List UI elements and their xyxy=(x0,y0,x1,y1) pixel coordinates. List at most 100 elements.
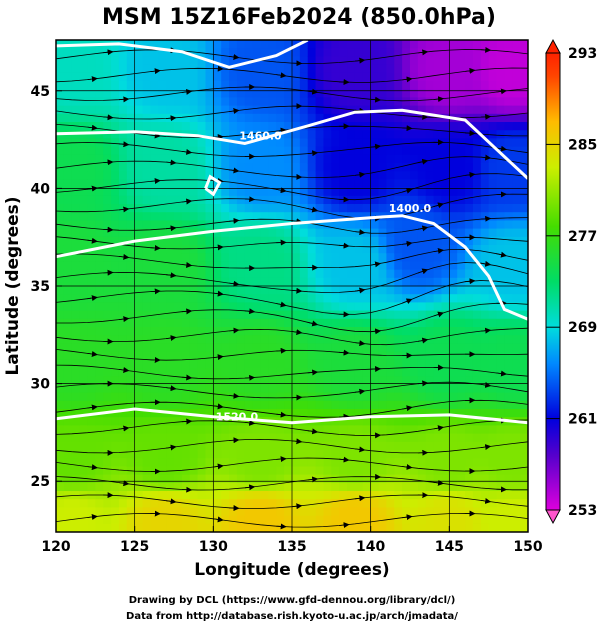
heat-cell xyxy=(189,179,199,189)
heat-cell xyxy=(158,441,167,451)
heat-cell xyxy=(323,450,332,459)
heat-cell xyxy=(480,433,490,443)
heat-cell xyxy=(118,450,128,459)
heat-cell xyxy=(252,204,262,213)
heat-cell xyxy=(402,204,411,213)
heat-cell xyxy=(465,368,474,377)
heat-cell xyxy=(394,294,403,303)
heat-cell xyxy=(236,64,246,74)
heat-cell xyxy=(410,204,419,213)
heat-cell xyxy=(339,441,348,451)
heat-cell xyxy=(480,48,490,57)
heat-cell xyxy=(166,236,175,246)
heat-cell xyxy=(244,515,254,525)
heat-cell xyxy=(236,318,246,328)
heat-cell xyxy=(244,163,254,172)
heat-cell xyxy=(158,97,167,107)
heat-cell xyxy=(126,294,136,303)
heat-cell xyxy=(292,138,301,148)
heat-cell xyxy=(213,97,222,107)
heat-cell xyxy=(378,220,387,230)
heat-cell xyxy=(205,154,214,164)
heat-cell xyxy=(142,409,151,418)
heat-cell xyxy=(520,269,528,279)
heat-cell xyxy=(410,515,419,525)
heat-cell xyxy=(260,458,269,467)
wind-arrow xyxy=(87,76,98,83)
heat-cell xyxy=(56,482,65,492)
heat-cell xyxy=(488,138,498,148)
heat-cell xyxy=(292,179,301,189)
heat-cell xyxy=(213,187,222,197)
heat-cell xyxy=(347,40,356,49)
heat-cell xyxy=(134,138,144,148)
heat-cell xyxy=(292,392,301,402)
heat-cell xyxy=(142,81,151,90)
heat-cell xyxy=(449,163,458,172)
heat-cell xyxy=(118,89,128,98)
heat-cell xyxy=(118,105,128,115)
heat-cell xyxy=(339,146,348,156)
heat-cell xyxy=(323,81,332,90)
heat-cell xyxy=(433,146,443,156)
heat-cell xyxy=(134,523,144,532)
heat-cell xyxy=(268,236,277,246)
heat-cell xyxy=(496,286,505,295)
heat-cell xyxy=(63,368,73,377)
heat-cell xyxy=(331,64,340,74)
heat-cell xyxy=(362,138,372,148)
heat-cell xyxy=(181,146,191,156)
heat-cell xyxy=(229,368,238,377)
heat-cell xyxy=(118,351,128,361)
heat-cell xyxy=(299,171,309,180)
heat-cell xyxy=(268,376,277,385)
heat-cell xyxy=(213,474,222,484)
heat-cell xyxy=(205,384,214,394)
heat-cell xyxy=(181,253,191,262)
heat-cell xyxy=(71,351,81,361)
heat-cell xyxy=(284,146,293,156)
heat-cell xyxy=(158,179,167,189)
heat-cell xyxy=(465,204,474,213)
heat-cell xyxy=(315,245,325,254)
heat-cell xyxy=(111,64,120,74)
heat-cell xyxy=(166,179,175,189)
heat-cell xyxy=(189,64,199,74)
heat-cell xyxy=(252,425,262,435)
heat-cell xyxy=(95,220,104,230)
heat-cell xyxy=(126,277,136,287)
heat-cell xyxy=(339,154,348,164)
heat-cell xyxy=(276,376,285,385)
heat-cell xyxy=(284,171,293,180)
heat-cell xyxy=(103,187,112,197)
heat-cell xyxy=(339,482,348,492)
wind-arrow xyxy=(229,505,240,512)
heat-cell xyxy=(276,368,285,377)
heat-cell xyxy=(370,72,380,82)
heat-cell xyxy=(244,64,254,74)
heat-cell xyxy=(323,376,332,385)
heat-cell xyxy=(111,499,120,508)
heat-cell xyxy=(118,228,128,238)
heat-cell xyxy=(512,515,521,525)
heat-cell xyxy=(244,40,254,49)
heat-cell xyxy=(63,400,73,410)
heat-cell xyxy=(307,171,317,180)
heat-cell xyxy=(71,228,81,238)
heat-cell xyxy=(457,195,466,205)
heat-cell xyxy=(299,474,309,484)
heat-cell xyxy=(323,368,332,377)
heat-cell xyxy=(95,400,104,410)
heat-cell xyxy=(488,245,498,254)
heat-cell xyxy=(488,113,498,123)
heat-cell xyxy=(158,212,167,221)
heat-cell xyxy=(229,433,238,443)
heat-cell xyxy=(79,179,89,189)
heat-cell xyxy=(433,72,443,82)
heat-cell xyxy=(268,368,277,377)
heat-cell xyxy=(410,228,419,238)
heat-cell xyxy=(307,245,317,254)
heat-cell xyxy=(339,277,348,287)
heat-cell xyxy=(95,269,104,279)
heat-cell xyxy=(56,245,65,254)
